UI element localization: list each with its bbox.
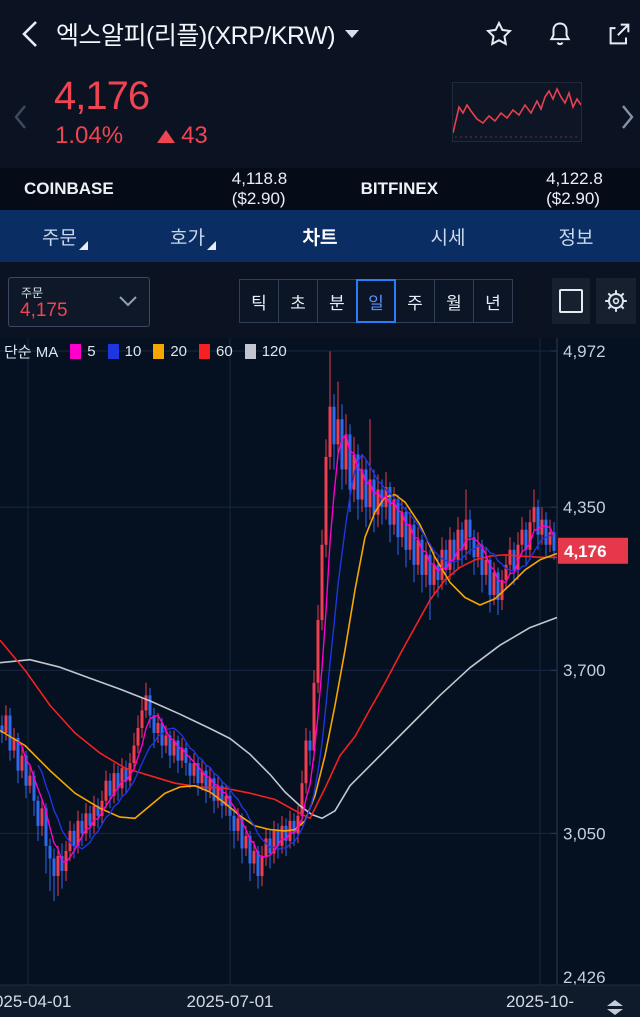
order-label: 주문 [21,286,44,300]
svg-text:4,350: 4,350 [563,498,606,517]
tab-label: 호가 [170,227,205,249]
chevron-down-icon [345,30,360,38]
ma-color-swatch [153,344,165,359]
svg-text:4,972: 4,972 [563,342,606,361]
ma-legend: 단순 MA 5 10 20 60 120 [4,341,287,362]
ma-color-swatch [70,344,82,359]
tab-정보[interactable]: 정보 [512,210,640,262]
order-price-dropdown[interactable]: 주문 4,175 [8,277,150,327]
ma-color-swatch [199,344,210,359]
notification-bell-icon[interactable] [545,20,575,48]
ma-period-label: 60 [216,343,233,360]
chevron-down-icon [119,296,137,307]
exchange-name: BITFINEX [360,179,439,198]
svg-text:3,050: 3,050 [563,824,606,843]
interval-button-분[interactable]: 분 [317,279,357,323]
chart-compare-checkbox[interactable] [552,278,590,324]
price-summary: 4,176 1.04% 43 [0,66,640,168]
interval-button-주[interactable]: 주 [395,279,435,323]
tab-label: 주문 [42,227,77,249]
mini-chart[interactable] [452,82,582,142]
share-icon[interactable] [604,20,634,48]
price-chart[interactable]: 단순 MA 5 10 20 60 120 4,972 4,350 3,700 3,050 2,4… [0,338,640,1017]
interval-button-틱[interactable]: 틱 [239,279,279,323]
exchange-price: 4,122.8 ($2.90) [546,169,603,208]
ma-period-label: 20 [170,343,187,360]
checkbox-icon [559,289,583,313]
corner-triangle-icon [206,240,216,250]
ma-period-label: 10 [124,343,142,360]
ma-legend-prefix: 단순 MA [4,344,59,361]
ma-color-swatch [107,344,119,359]
tab-시세[interactable]: 시세 [384,210,512,262]
page-title: 엑스알피(리플)(XRP/KRW) [56,22,336,50]
prev-symbol-chevron-icon[interactable] [10,102,32,132]
ma-color-swatch [244,344,256,359]
exchange-name: COINBASE [24,179,114,198]
favorite-star-icon[interactable] [484,20,514,48]
change-amount: 43 [181,122,208,149]
svg-text:4,176: 4,176 [564,542,607,561]
svg-text:2025-07-01: 2025-07-01 [187,992,274,1011]
up-triangle-icon [157,129,176,143]
back-icon[interactable] [14,18,48,50]
gear-icon [605,290,627,312]
ma-period-label: 5 [87,343,96,360]
svg-text:2,426: 2,426 [563,968,606,987]
order-price-value: 4,175 [20,300,68,321]
tab-label: 정보 [558,227,594,249]
current-price: 4,176 [54,74,150,118]
svg-text:2025-10-: 2025-10- [506,992,574,1011]
main-tab-bar: 주문 호가 차트 시세 정보 [0,210,640,262]
tab-label: 시세 [430,227,466,249]
exchange-compare-bar: COINBASE 4,118.8 ($2.90) BITFINEX 4,122.8 (… [0,168,640,210]
candlestick-chart-canvas[interactable]: 4,972 4,350 3,700 3,050 2,426 2025-04-01 2025-… [0,338,640,1017]
app-header: 엑스알피(리플)(XRP/KRW) [0,0,640,66]
next-symbol-chevron-icon[interactable] [616,102,638,132]
tab-호가[interactable]: 호가 [128,210,256,262]
tab-주문[interactable]: 주문 [0,210,128,262]
interval-button-일[interactable]: 일 [356,279,396,323]
change-percent: 1.04% [55,122,124,149]
interval-button-월[interactable]: 월 [434,279,474,323]
exchange-price: 4,118.8 ($2.90) [231,169,288,208]
tab-label: 차트 [302,227,338,249]
corner-triangle-icon [78,240,88,250]
interval-button-초[interactable]: 초 [278,279,318,323]
chart-settings-button[interactable] [596,278,636,324]
tab-차트[interactable]: 차트 [256,210,384,262]
interval-button-년[interactable]: 년 [473,279,513,323]
svg-text:3,700: 3,700 [563,661,606,680]
ma-period-label: 120 [261,343,287,360]
svg-text:2025-04-01: 2025-04-01 [0,992,71,1011]
symbol-title-dropdown[interactable]: 엑스알피(리플)(XRP/KRW) [56,16,360,52]
